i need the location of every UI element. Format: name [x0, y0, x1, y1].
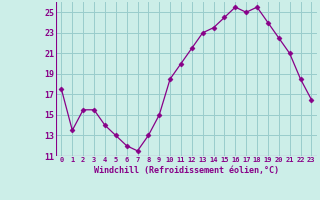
X-axis label: Windchill (Refroidissement éolien,°C): Windchill (Refroidissement éolien,°C)	[94, 166, 279, 175]
